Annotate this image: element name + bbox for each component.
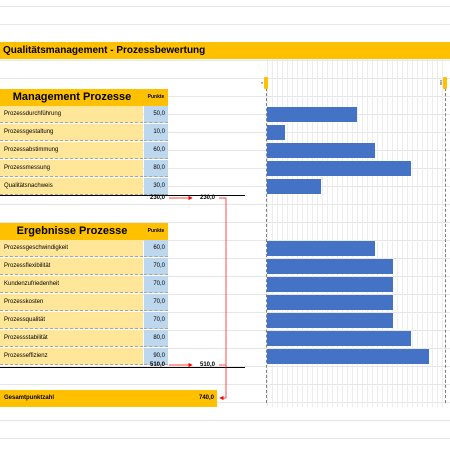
management-row: Prozessgestaltung 10,0 <box>0 124 168 142</box>
ergebnisse-item-value[interactable]: 90,0 <box>144 348 168 365</box>
ergebnisse-item-value[interactable]: 60,0 <box>144 240 168 257</box>
scale-max-line <box>445 78 446 403</box>
ergebnisse-section-title: Ergebnisse Prozesse <box>0 223 144 240</box>
ergebnisse-item-label[interactable]: Prozessqualität <box>0 312 143 329</box>
ergebnisse-item-value[interactable]: 70,0 <box>144 258 168 275</box>
total-value[interactable]: 740,0 <box>198 395 214 401</box>
management-item-label[interactable]: Prozessabstimmung <box>0 142 143 159</box>
ergebnisse-item-label[interactable]: Prozessgeschwindigkeit <box>0 240 143 257</box>
management-sum[interactable]: 230,0 <box>149 195 165 201</box>
management-row: Prozessabstimmung 60,0 <box>0 142 168 160</box>
ergebnisse-bar <box>267 295 393 310</box>
ergebnisse-sum-carry[interactable]: 510,0 <box>199 362 215 368</box>
ergebnisse-bar <box>267 331 411 346</box>
ergebnisse-bar <box>267 277 393 292</box>
scale-max-marker: 100 <box>439 77 447 89</box>
ergebnisse-row: Prozesseffizienz 90,0 <box>0 348 168 366</box>
management-bar <box>267 143 375 158</box>
management-bar <box>267 179 321 194</box>
total-label: Gesamtpunktzahl <box>4 395 55 401</box>
ergebnisse-row: Prozessgeschwindigkeit 60,0 <box>0 240 168 258</box>
management-item-label[interactable]: Prozessgestaltung <box>0 124 143 141</box>
management-punkte-label: Punkte <box>144 89 168 106</box>
ergebnisse-item-value[interactable]: 70,0 <box>144 312 168 329</box>
management-bar <box>267 161 411 176</box>
management-item-label[interactable]: Qualitätsnachweis <box>0 178 143 195</box>
management-item-value[interactable]: 10,0 <box>144 124 168 141</box>
management-section-header: Management Prozesse Punkte <box>0 89 168 106</box>
management-item-label[interactable]: Prozessmessung <box>0 160 143 177</box>
ergebnisse-row: Prozesskosten 70,0 <box>0 294 168 312</box>
management-row: Prozessmessung 80,0 <box>0 160 168 178</box>
ergebnisse-item-value[interactable]: 70,0 <box>144 276 168 293</box>
ergebnisse-bar <box>267 349 429 364</box>
management-sum-line <box>0 195 245 196</box>
management-section-title: Management Prozesse <box>0 89 144 106</box>
management-item-value[interactable]: 50,0 <box>144 106 168 123</box>
page-title: Qualitätsmanagement - Prozessbewertung <box>0 42 450 59</box>
management-item-value[interactable]: 30,0 <box>144 178 168 195</box>
ergebnisse-item-label[interactable]: Prozesskosten <box>0 294 143 311</box>
ergebnisse-item-value[interactable]: 80,0 <box>144 330 168 347</box>
management-to-total-arrow <box>219 197 227 401</box>
management-rows: Prozessdurchführung 50,0 Prozessgestaltung… <box>0 106 168 196</box>
ergebnisse-row: Prozessflexibilität 70,0 <box>0 258 168 276</box>
management-bar <box>267 125 285 140</box>
management-sum-carry[interactable]: 230,0 <box>199 195 215 201</box>
ergebnisse-bar <box>267 241 375 256</box>
ergebnisse-bar <box>267 313 393 328</box>
management-bar <box>267 107 357 122</box>
ergebnisse-bar <box>267 259 393 274</box>
management-row: Prozessdurchführung 50,0 <box>0 106 168 124</box>
ergebnisse-section-header: Ergebnisse Prozesse Punkte <box>0 223 168 240</box>
ergebnisse-row: Prozessstabilität 80,0 <box>0 330 168 348</box>
ergebnisse-item-label[interactable]: Prozesseffizienz <box>0 348 143 365</box>
ergebnisse-punkte-label: Punkte <box>144 223 168 240</box>
scale-min-marker: 0 <box>260 77 268 89</box>
management-item-label[interactable]: Prozessdurchführung <box>0 106 143 123</box>
ergebnisse-rows: Prozessgeschwindigkeit 60,0 Prozessflexibi… <box>0 240 168 366</box>
ergebnisse-sum-line <box>0 367 245 368</box>
ergebnisse-row: Kundenzufriedenheit 70,0 <box>0 276 168 294</box>
scale-min-line <box>266 78 267 403</box>
ergebnisse-item-label[interactable]: Prozessstabilität <box>0 330 143 347</box>
total-row: Gesamtpunktzahl 740,0 <box>0 390 217 407</box>
ergebnisse-sum[interactable]: 510,0 <box>149 362 165 368</box>
ergebnisse-item-value[interactable]: 70,0 <box>144 294 168 311</box>
ergebnisse-row: Prozessqualität 70,0 <box>0 312 168 330</box>
management-item-value[interactable]: 80,0 <box>144 160 168 177</box>
management-row: Qualitätsnachweis 30,0 <box>0 178 168 196</box>
ergebnisse-item-label[interactable]: Prozessflexibilität <box>0 258 143 275</box>
ergebnisse-item-label[interactable]: Kundenzufriedenheit <box>0 276 143 293</box>
management-item-value[interactable]: 60,0 <box>144 142 168 159</box>
